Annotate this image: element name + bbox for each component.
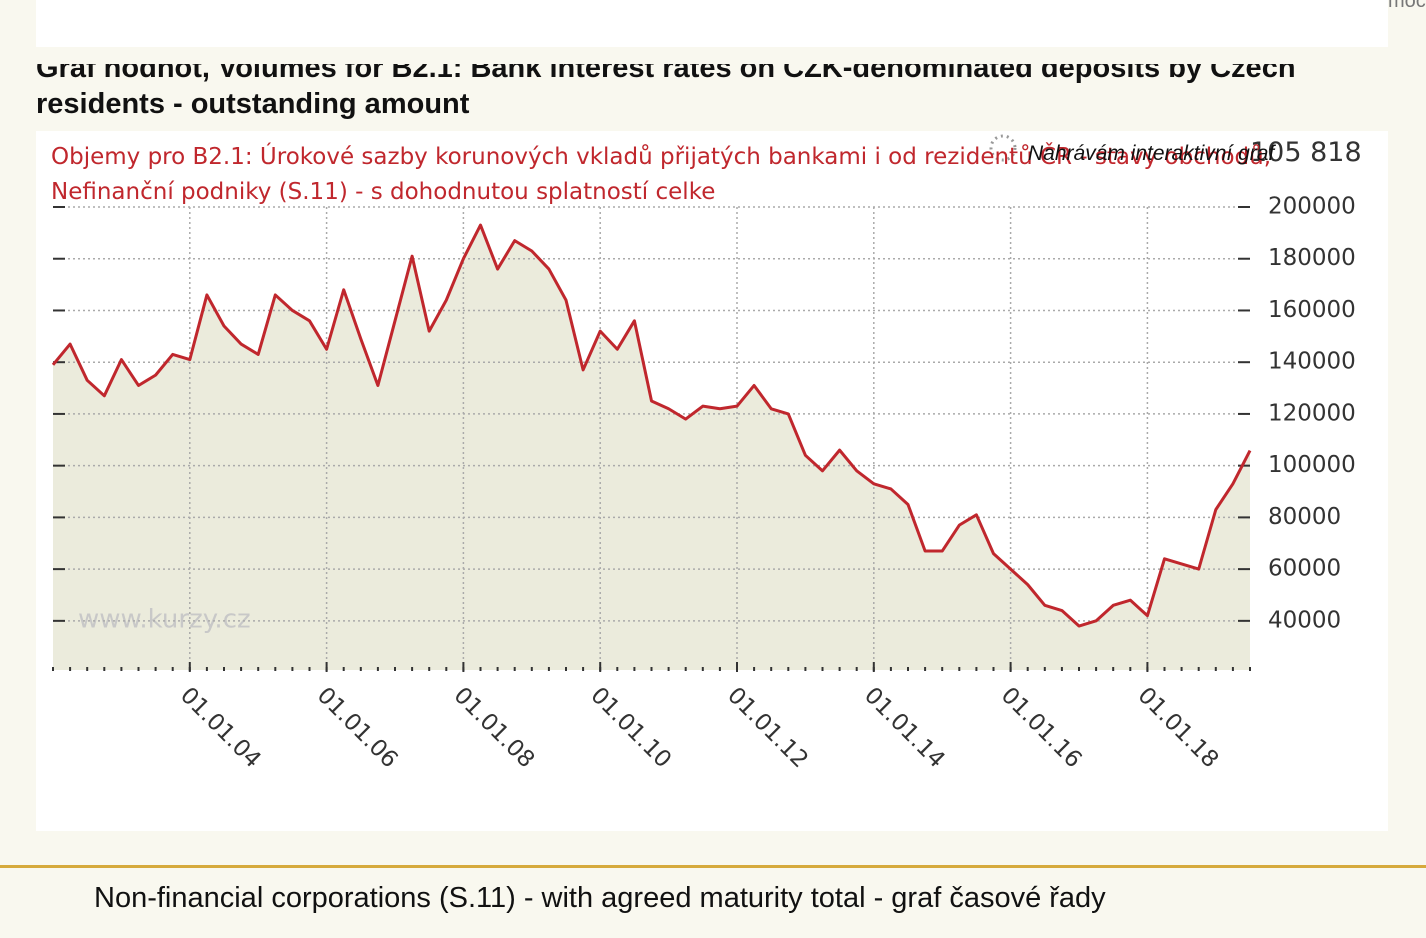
last-value: 105 818	[1250, 137, 1362, 168]
y-tick-label: 160000	[1268, 297, 1356, 323]
line	[51, 223, 1252, 628]
chart-title: Objemy pro B2.1: Úrokové sazby korunovýc…	[51, 144, 1272, 205]
header: moc	[0, 0, 1426, 64]
y-tick-label: 140000	[1268, 349, 1356, 375]
x-tick-label: 01.01.14	[859, 682, 950, 773]
watermark: www.kurzy.cz	[78, 605, 251, 635]
y-tick-label: 80000	[1268, 504, 1341, 530]
y-tick-label: 200000	[1268, 194, 1356, 220]
caption: Non-financial corporations (S.11) - with…	[94, 882, 1106, 914]
x-tick-label: 01.01.18	[1133, 682, 1224, 773]
x-tick-label: 01.01.06	[312, 682, 403, 773]
x-tick-label: 01.01.10	[585, 682, 676, 773]
x-tick-label: 01.01.16	[996, 682, 1087, 773]
spinner	[989, 134, 1017, 162]
area	[53, 225, 1250, 670]
header-box	[36, 0, 1388, 47]
separator	[0, 865, 1426, 868]
y-tick-label: 60000	[1268, 556, 1341, 582]
y-tick-label: 100000	[1268, 452, 1356, 478]
y-tick-label: 40000	[1268, 607, 1341, 633]
x-tick-label: 01.01.12	[722, 682, 813, 773]
menu-link[interactable]: moc	[1388, 0, 1426, 12]
loading-text: Nahrávám interaktivní graf	[1028, 142, 1275, 165]
y-tick-label: 180000	[1268, 245, 1356, 271]
y-tick-label: 120000	[1268, 400, 1356, 426]
x-tick-label: 01.01.04	[175, 682, 266, 773]
x-tick-label: 01.01.08	[449, 682, 540, 773]
